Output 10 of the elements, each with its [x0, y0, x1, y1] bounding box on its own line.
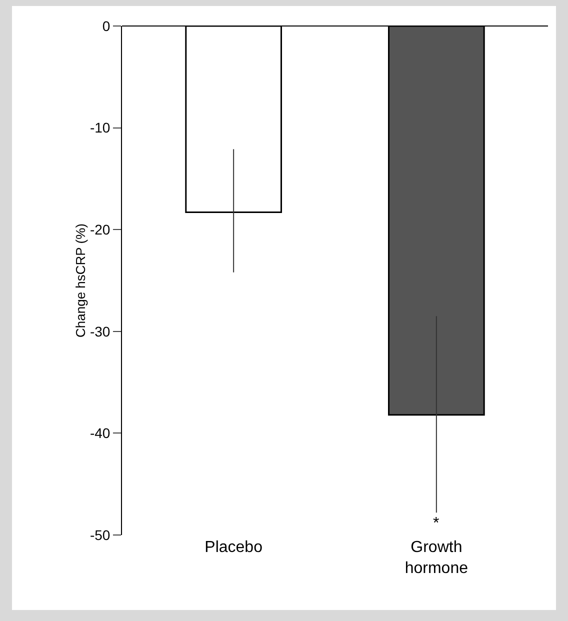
y-tick-label: -40 — [90, 425, 110, 442]
y-tick-label: 0 — [102, 18, 110, 34]
y-axis-title: Change hsCRP (%) — [72, 224, 88, 338]
y-tick-label: -10 — [90, 120, 110, 136]
x-tick-label: Placebo — [204, 539, 263, 556]
y-tick-label: -50 — [90, 526, 110, 543]
x-tick-label: Growth hormone — [404, 539, 468, 577]
annotation: * — [433, 515, 440, 532]
y-tick-label: -30 — [90, 323, 110, 340]
y-tick-label: -20 — [90, 222, 110, 238]
